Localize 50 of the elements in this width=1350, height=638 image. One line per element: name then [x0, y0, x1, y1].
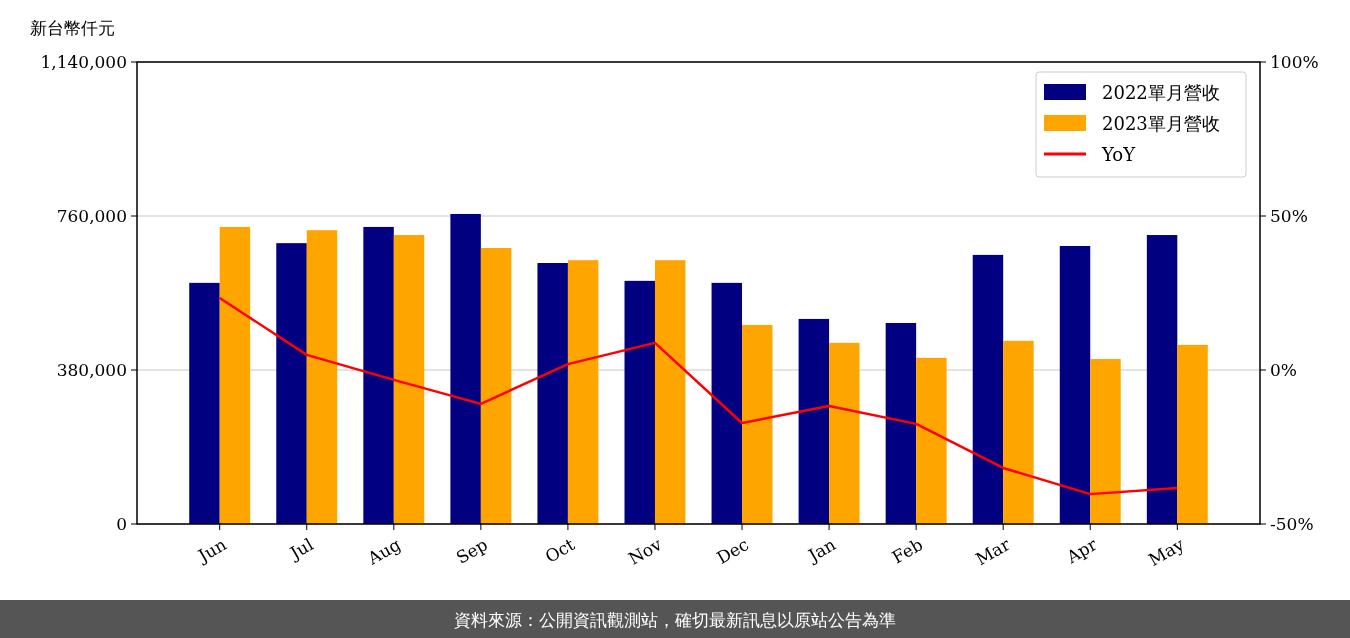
bar — [306, 230, 338, 524]
y-tick-label: 0 — [116, 514, 127, 534]
y-tick-label: 760,000 — [56, 206, 127, 226]
source-note: 資料來源：公開資訊觀測站，確切最新訊息以原站公告為準 — [454, 610, 896, 630]
bar — [1177, 344, 1208, 524]
x-tick-label: Jan — [803, 534, 840, 567]
line-series — [218, 296, 1179, 496]
y2-tick-label: -50% — [1270, 514, 1314, 534]
x-tick-label: Nov — [624, 533, 666, 569]
bar — [450, 213, 481, 524]
x-tick-label: Sep — [452, 534, 491, 568]
bar — [363, 226, 394, 524]
legend-label: YoY — [1101, 144, 1137, 165]
bar — [189, 282, 220, 524]
bar — [480, 248, 512, 524]
bar — [798, 318, 830, 524]
legend-label: 2022單月營收 — [1102, 82, 1220, 103]
bar — [1146, 235, 1178, 524]
legend-label: 2023單月營收 — [1102, 113, 1220, 134]
bar — [829, 342, 860, 524]
bar — [276, 243, 307, 524]
x-tick-label: Mar — [972, 533, 1014, 570]
x-tick-label: Jul — [284, 534, 317, 565]
bar — [393, 235, 425, 524]
bar — [1090, 359, 1121, 524]
x-tick-label: Aug — [363, 534, 404, 570]
bar — [711, 282, 743, 524]
y2-tick-label: 50% — [1270, 206, 1308, 226]
bar — [1059, 245, 1091, 524]
x-tick-label: May — [1145, 533, 1188, 571]
bar — [654, 260, 686, 524]
y-axis-title: 新台幣仟元 — [30, 18, 115, 38]
x-tick-label: Apr — [1062, 533, 1101, 568]
bar — [624, 280, 655, 524]
bar — [885, 322, 917, 524]
bar — [1003, 340, 1034, 524]
x-tick-label: Jun — [193, 534, 230, 567]
bar — [567, 260, 599, 524]
bar — [219, 226, 251, 524]
y2-tick-label: 0% — [1270, 360, 1297, 380]
y-tick-label: 1,140,000 — [40, 52, 127, 72]
y-tick-label: 380,000 — [56, 360, 127, 380]
y2-tick-label: 100% — [1270, 52, 1319, 72]
x-tick-label: Oct — [541, 534, 579, 567]
bar — [916, 357, 947, 524]
x-tick-label: Feb — [888, 534, 927, 568]
x-tick-label: Dec — [713, 534, 753, 569]
bar — [742, 325, 773, 524]
bar — [972, 254, 1004, 524]
bar — [537, 263, 568, 524]
